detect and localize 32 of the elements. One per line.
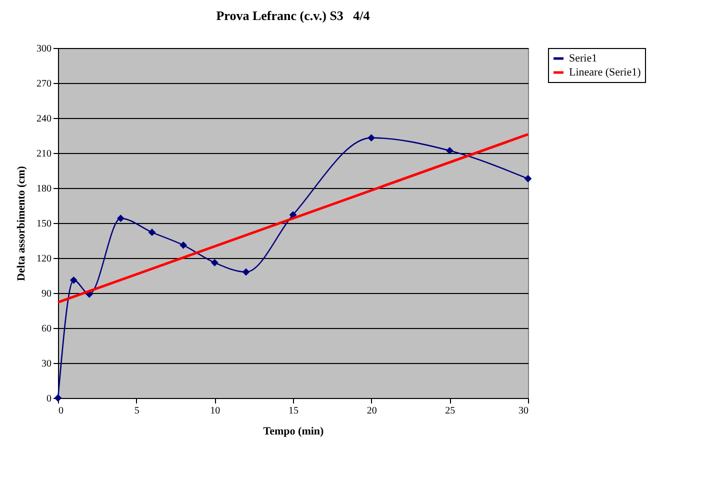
y-tick-label: 210 (36, 148, 52, 160)
y-tick-label: 150 (36, 218, 52, 230)
x-tick-label: 0 (58, 406, 64, 416)
legend-label: Lineare (Serie1) (569, 66, 642, 78)
y-axis-title: Delta assorbimento (cm) (16, 166, 28, 281)
x-tick-label: 5 (134, 406, 140, 416)
x-tick-label: 15 (288, 406, 298, 416)
y-tick-label: 300 (36, 44, 52, 54)
x-tick-label: 20 (366, 406, 377, 416)
y-tick-label: 90 (42, 288, 52, 300)
legend-label: Serie1 (569, 52, 598, 64)
x-axis-title: Tempo (min) (263, 426, 324, 438)
x-tick-label: 10 (210, 406, 220, 416)
y-tick-label: 240 (36, 114, 52, 124)
x-tick-label: 25 (445, 406, 456, 416)
y-tick-label: 120 (36, 254, 52, 264)
point (242, 268, 250, 276)
point (210, 258, 218, 266)
y-tick-label: 0 (46, 394, 52, 404)
point (180, 241, 188, 249)
point (446, 146, 454, 154)
point (524, 174, 532, 182)
y-tick-label: 60 (42, 324, 52, 334)
y-tick-label: 180 (36, 184, 52, 194)
y-tick-label: 270 (36, 78, 52, 90)
point (368, 134, 376, 142)
point (70, 276, 78, 284)
y-tick-label: 30 (42, 358, 52, 370)
x-tick-label: 30 (518, 406, 528, 416)
point (116, 214, 124, 222)
chart-title: Prova Lefranc (c.v.) S3 4/4 (216, 8, 370, 23)
point (148, 228, 156, 236)
